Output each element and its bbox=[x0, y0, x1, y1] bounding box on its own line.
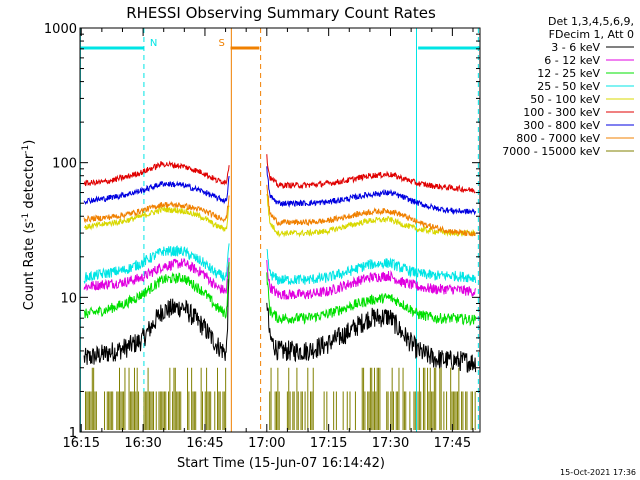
y-tick-label-0: 1 bbox=[69, 426, 77, 441]
y-axis-label-end: ) bbox=[22, 140, 37, 145]
legend-label-4: 50 - 100 keV bbox=[530, 93, 600, 106]
x-tick-label-6: 17:45 bbox=[434, 436, 471, 451]
y-tick-label-2: 100 bbox=[52, 157, 77, 172]
y-axis-label-mid: detector bbox=[22, 153, 37, 213]
legend-label-7: 800 - 7000 keV bbox=[516, 132, 600, 145]
x-axis-label: Start Time (15-Jun-07 16:14:42) bbox=[177, 456, 385, 471]
series-1-segment-1 bbox=[266, 259, 477, 301]
plot-frame bbox=[79, 27, 481, 433]
y-axis-label-sup2: -1 bbox=[21, 145, 31, 154]
series-0 bbox=[83, 271, 477, 373]
legend-label-5: 100 - 300 keV bbox=[523, 106, 600, 119]
legend-label-3: 25 - 50 keV bbox=[537, 80, 600, 93]
series-3 bbox=[83, 243, 477, 286]
series-2-segment-1 bbox=[266, 272, 477, 327]
series-3-segment-0 bbox=[83, 243, 230, 284]
series-6-segment-0 bbox=[83, 176, 230, 205]
legend: Det 1,3,4,5,6,9, FDecim 1, Att 0 3 - 6 k… bbox=[502, 15, 634, 158]
legend-label-8: 7000 - 15000 keV bbox=[502, 145, 600, 158]
series-6 bbox=[83, 166, 477, 216]
series-8 bbox=[84, 367, 476, 430]
legend-label-0: 3 - 6 keV bbox=[551, 41, 600, 54]
series-2-segment-0 bbox=[83, 262, 230, 319]
y-tick-label-1: 10 bbox=[60, 291, 77, 306]
series-7-segment-1 bbox=[266, 184, 477, 237]
legend-label-1: 6 - 12 keV bbox=[544, 54, 600, 67]
y-tick-label-3: 1000 bbox=[44, 22, 77, 37]
series-0-segment-1 bbox=[266, 302, 477, 373]
series-4-segment-1 bbox=[266, 193, 476, 238]
series-4-segment-0 bbox=[83, 205, 230, 233]
legend-label-6: 300 - 800 keV bbox=[523, 119, 600, 132]
series-0-segment-0 bbox=[83, 271, 230, 365]
x-tick-label-2: 16:45 bbox=[186, 436, 223, 451]
series-6-segment-1 bbox=[266, 166, 477, 216]
y-axis-label-sup1: -1 bbox=[21, 213, 31, 222]
plot-axes: 1 10 100 1000 16:15 16:30 16:45 17:00 17:15 17:30… bbox=[44, 22, 481, 451]
footer-date: 15-Oct-2021 17:36 bbox=[560, 468, 636, 477]
series-7 bbox=[83, 184, 477, 237]
series-5 bbox=[83, 154, 476, 194]
series-7-segment-0 bbox=[83, 195, 230, 224]
legend-header-line-1: Det 1,3,4,5,6,9, bbox=[548, 15, 634, 28]
series-1 bbox=[83, 257, 477, 301]
series-2 bbox=[83, 262, 477, 327]
x-tick-label-0: 16:15 bbox=[63, 436, 100, 451]
x-tick-label-1: 16:30 bbox=[124, 436, 161, 451]
y-axis-label-main: Count Rate (s bbox=[22, 222, 37, 311]
svg-text:Count Rate (s-1 detector-1): Count Rate (s-1 detector-1) bbox=[21, 140, 37, 311]
series-3-segment-1 bbox=[266, 248, 477, 286]
series-5-segment-1 bbox=[266, 154, 476, 194]
x-tick-label-5: 17:30 bbox=[372, 436, 409, 451]
x-tick-label-3: 17:00 bbox=[248, 436, 285, 451]
x-tick-label-4: 17:15 bbox=[310, 436, 347, 451]
series-5-segment-0 bbox=[83, 160, 230, 187]
legend-header-line-2: FDecim 1, Att 0 bbox=[549, 28, 634, 41]
flag-label-2: S bbox=[219, 38, 225, 49]
legend-label-2: 12 - 25 keV bbox=[537, 67, 600, 80]
y-axis-label: Count Rate (s-1 detector-1) bbox=[21, 140, 37, 311]
flag-label-0: N bbox=[150, 38, 157, 49]
chart-title: RHESSI Observing Summary Count Rates bbox=[126, 4, 436, 22]
series-1-segment-0 bbox=[83, 257, 230, 294]
